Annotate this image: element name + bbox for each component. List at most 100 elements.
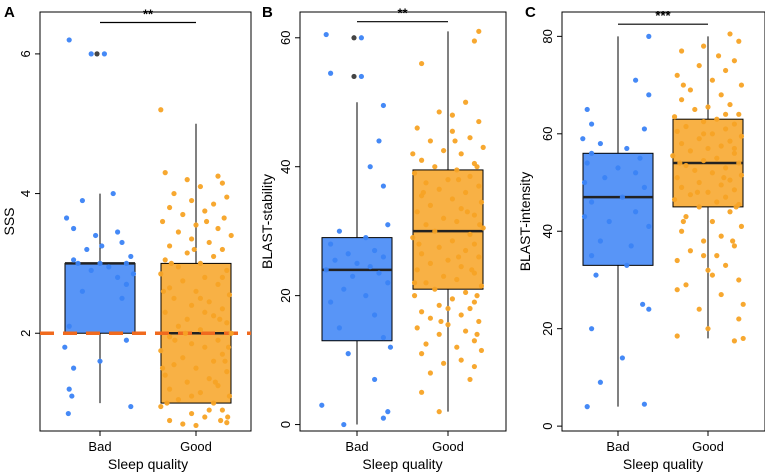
data-point: [419, 389, 425, 395]
data-point: [445, 322, 451, 328]
panel-b: B 0 20 40 60 Bad Good Sleep quality BLAST-stabil…: [259, 4, 507, 472]
data-point: [164, 400, 170, 406]
data-point: [119, 295, 125, 301]
data-point: [727, 209, 733, 215]
data-point: [687, 192, 694, 198]
data-point: [463, 289, 469, 296]
data-point: [674, 333, 680, 339]
data-point: [731, 145, 738, 152]
data-point: [454, 167, 460, 173]
data-point: [202, 274, 208, 280]
data-point: [191, 246, 197, 253]
data-point: [88, 51, 94, 57]
data-point: [411, 280, 418, 286]
data-point: [226, 393, 233, 399]
y-tick-label: 20: [540, 321, 555, 335]
data-point: [674, 287, 680, 293]
data-point: [167, 243, 173, 249]
data-point: [449, 112, 455, 118]
data-point: [432, 164, 438, 170]
data-point: [427, 138, 433, 144]
data-point: [63, 215, 70, 221]
data-point: [328, 70, 334, 76]
data-point: [471, 212, 477, 218]
data-point: [589, 150, 595, 156]
data-point: [202, 208, 208, 214]
data-point: [79, 197, 85, 204]
y-tick-label: 20: [278, 288, 293, 302]
data-point: [328, 299, 334, 305]
data-point: [66, 37, 72, 43]
data-point: [727, 177, 733, 183]
data-point: [441, 147, 447, 154]
data-point: [705, 189, 711, 195]
data-point: [436, 331, 442, 337]
data-point: [97, 260, 103, 266]
data-point: [411, 170, 418, 176]
data-point: [454, 218, 460, 225]
data-point: [341, 421, 347, 428]
data-point: [88, 267, 94, 273]
data-point: [683, 123, 689, 130]
data-point: [423, 280, 429, 286]
data-point: [206, 239, 212, 246]
data-point: [130, 271, 137, 277]
data-point: [738, 133, 745, 139]
data-point: [738, 82, 745, 88]
data-point: [679, 48, 685, 54]
data-point: [709, 77, 716, 83]
data-point: [427, 202, 433, 208]
data-point: [162, 257, 168, 263]
data-point: [705, 267, 711, 273]
data-point: [467, 305, 473, 312]
data-point: [97, 358, 103, 364]
data-point: [175, 323, 181, 329]
data-point: [416, 241, 422, 247]
data-point: [106, 264, 112, 270]
data-point: [206, 407, 212, 413]
data-point: [380, 183, 386, 189]
significance-label: **: [397, 6, 408, 21]
data-point: [115, 274, 121, 280]
data-point: [123, 337, 129, 343]
data-point: [467, 376, 473, 383]
data-point: [679, 97, 685, 103]
data-point: [180, 355, 186, 361]
data-point: [345, 251, 351, 257]
data-point: [701, 131, 707, 137]
data-point: [203, 218, 210, 225]
data-point: [219, 351, 225, 357]
data-point: [438, 318, 444, 325]
data-point: [441, 360, 447, 366]
data-point: [709, 170, 716, 176]
data-point: [350, 273, 356, 279]
data-point: [66, 323, 72, 329]
box-bad: [582, 152, 654, 266]
data-point: [597, 379, 604, 385]
data-point: [679, 140, 685, 147]
data-point: [414, 325, 420, 331]
data-point: [79, 288, 85, 294]
data-point: [436, 186, 442, 192]
data-point: [354, 260, 360, 266]
data-point: [723, 111, 729, 117]
data-point: [224, 267, 230, 273]
data-point: [175, 396, 181, 403]
data-point: [696, 306, 702, 312]
data-point: [189, 302, 195, 308]
data-point: [159, 218, 166, 225]
data-point: [701, 238, 707, 244]
data-point: [211, 201, 217, 207]
data-point: [449, 128, 455, 134]
data-point: [211, 400, 217, 406]
data-point: [723, 67, 729, 74]
data-point: [387, 344, 394, 350]
data-point: [670, 153, 676, 159]
plot-frame: [39, 11, 252, 432]
data-point: [222, 358, 228, 364]
data-point: [71, 257, 77, 263]
significance-label: **: [143, 6, 154, 21]
data-point: [184, 250, 190, 256]
data-point: [471, 299, 477, 305]
data-point: [721, 175, 727, 181]
